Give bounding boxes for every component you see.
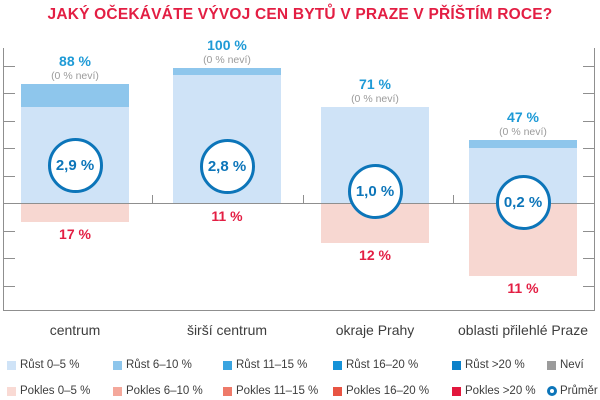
- legend-item: Růst 11–15 %: [223, 358, 323, 374]
- legend-color-swatch-icon: [333, 387, 342, 396]
- nevi-label: (0 % neví): [499, 125, 547, 138]
- legend-item: Pokles 0–5 %: [7, 384, 107, 400]
- baseline-separator-tick: [152, 195, 153, 203]
- legend-item: Pokles 11–15 %: [223, 384, 323, 400]
- axis-tick-left: [3, 258, 15, 259]
- axis-tick-right: [583, 65, 595, 67]
- baseline-separator-tick: [453, 195, 454, 203]
- zero-baseline: [3, 203, 595, 204]
- legend-label: Pokles 6–10 %: [126, 385, 203, 397]
- axis-tick-left: [3, 120, 15, 122]
- legend-color-swatch-icon: [7, 361, 16, 370]
- legend-item: Průměr: [547, 384, 600, 400]
- legend-label: Neví: [560, 359, 584, 371]
- legend-color-swatch-icon: [452, 361, 461, 370]
- axis-tick-right: [583, 120, 595, 122]
- bar-top-label: 88 % (0 % neví): [15, 54, 135, 83]
- bar-top-label: 47 % (0 % neví): [463, 108, 583, 139]
- legend-label: Růst 11–15 %: [236, 359, 308, 371]
- legend-label: Pokles >20 %: [465, 385, 536, 397]
- axis-tick-left: [3, 93, 15, 94]
- bar-top-label: 71 % (0 % neví): [315, 77, 435, 106]
- nevi-label: (0 % neví): [51, 70, 99, 83]
- axis-tick-left: [3, 65, 15, 67]
- axis-tick-right: [583, 148, 595, 149]
- legend-color-swatch-icon: [223, 361, 232, 370]
- legend-item: Růst 0–5 %: [7, 358, 107, 374]
- axis-tick-left: [3, 230, 15, 232]
- nevi-label: (0 % neví): [203, 54, 251, 66]
- bar-top-label: 100 % (0 % neví): [167, 38, 287, 67]
- decline-label: 12 %: [359, 247, 391, 263]
- axis-tick-left: [3, 175, 15, 177]
- legend-color-swatch-icon: [7, 387, 16, 396]
- legend-item: Růst 6–10 %: [113, 358, 213, 374]
- category-label: širší centrum: [186, 322, 268, 338]
- y-axis-left: [3, 48, 4, 310]
- average-circle: 1,0 %: [347, 163, 403, 219]
- nevi-label: (0 % neví): [351, 93, 399, 106]
- legend-label: Růst 0–5 %: [20, 359, 80, 371]
- bar-segment-growth: [173, 68, 281, 76]
- legend-label: Růst 6–10 %: [126, 359, 192, 371]
- decline-label: 11 %: [211, 208, 243, 224]
- axis-tick-right: [583, 175, 595, 177]
- bar-segment-growth: [469, 139, 577, 148]
- decline-label: 11 %: [507, 279, 539, 296]
- legend-item: Růst >20 %: [452, 358, 552, 374]
- axis-tick-left: [3, 285, 15, 287]
- legend-item: Pokles 16–20 %: [333, 384, 433, 400]
- average-circle: 2,8 %: [199, 138, 255, 194]
- category-label: okraje Prahy: [335, 322, 415, 338]
- legend-label: Růst >20 %: [465, 359, 525, 371]
- category-label: oblasti přilehlé Praze: [458, 322, 588, 338]
- legend-color-swatch-icon: [113, 361, 122, 370]
- decline-label: 17 %: [59, 225, 91, 242]
- legend-color-swatch-icon: [223, 387, 232, 396]
- legend-label: Průměr: [560, 385, 598, 397]
- legend-item: Pokles 6–10 %: [113, 384, 213, 400]
- legend-label: Růst 16–20 %: [346, 359, 419, 371]
- legend-item: Neví: [547, 358, 600, 374]
- axis-tick-right: [583, 93, 595, 94]
- axis-tick-right: [583, 258, 595, 259]
- legend-color-swatch-icon: [547, 361, 556, 370]
- axis-tick-left: [3, 148, 15, 149]
- axis-tick-right: [583, 285, 595, 287]
- bar-segment-growth: [21, 84, 129, 108]
- bar-segment-decline: [21, 204, 129, 222]
- growth-total-label: 100 %: [207, 37, 247, 53]
- legend-color-swatch-icon: [333, 361, 342, 370]
- x-axis-bottom: [3, 310, 595, 311]
- average-circle: 2,9 %: [47, 137, 103, 193]
- chart-title: JAKÝ OČEKÁVÁTE VÝVOJ CEN BYTŮ V PRAZE V …: [47, 6, 553, 23]
- legend-color-swatch-icon: [452, 387, 461, 396]
- legend-item: Růst 16–20 %: [333, 358, 433, 374]
- baseline-separator-tick: [303, 195, 304, 203]
- growth-total-label: 71 %: [359, 76, 391, 93]
- legend-label: Pokles 16–20 %: [346, 385, 430, 397]
- y-axis-right: [594, 48, 595, 310]
- growth-total-label: 47 %: [507, 108, 539, 125]
- category-label: centrum: [49, 322, 101, 338]
- legend-item: Pokles >20 %: [452, 384, 552, 400]
- average-circle: 0,2 %: [495, 174, 551, 230]
- legend-label: Pokles 0–5 %: [20, 385, 91, 397]
- axis-tick-right: [583, 230, 595, 232]
- legend-label: Pokles 11–15 %: [236, 385, 319, 397]
- legend-color-swatch-icon: [113, 387, 122, 396]
- growth-total-label: 88 %: [59, 53, 91, 70]
- average-circle-icon: [547, 386, 557, 396]
